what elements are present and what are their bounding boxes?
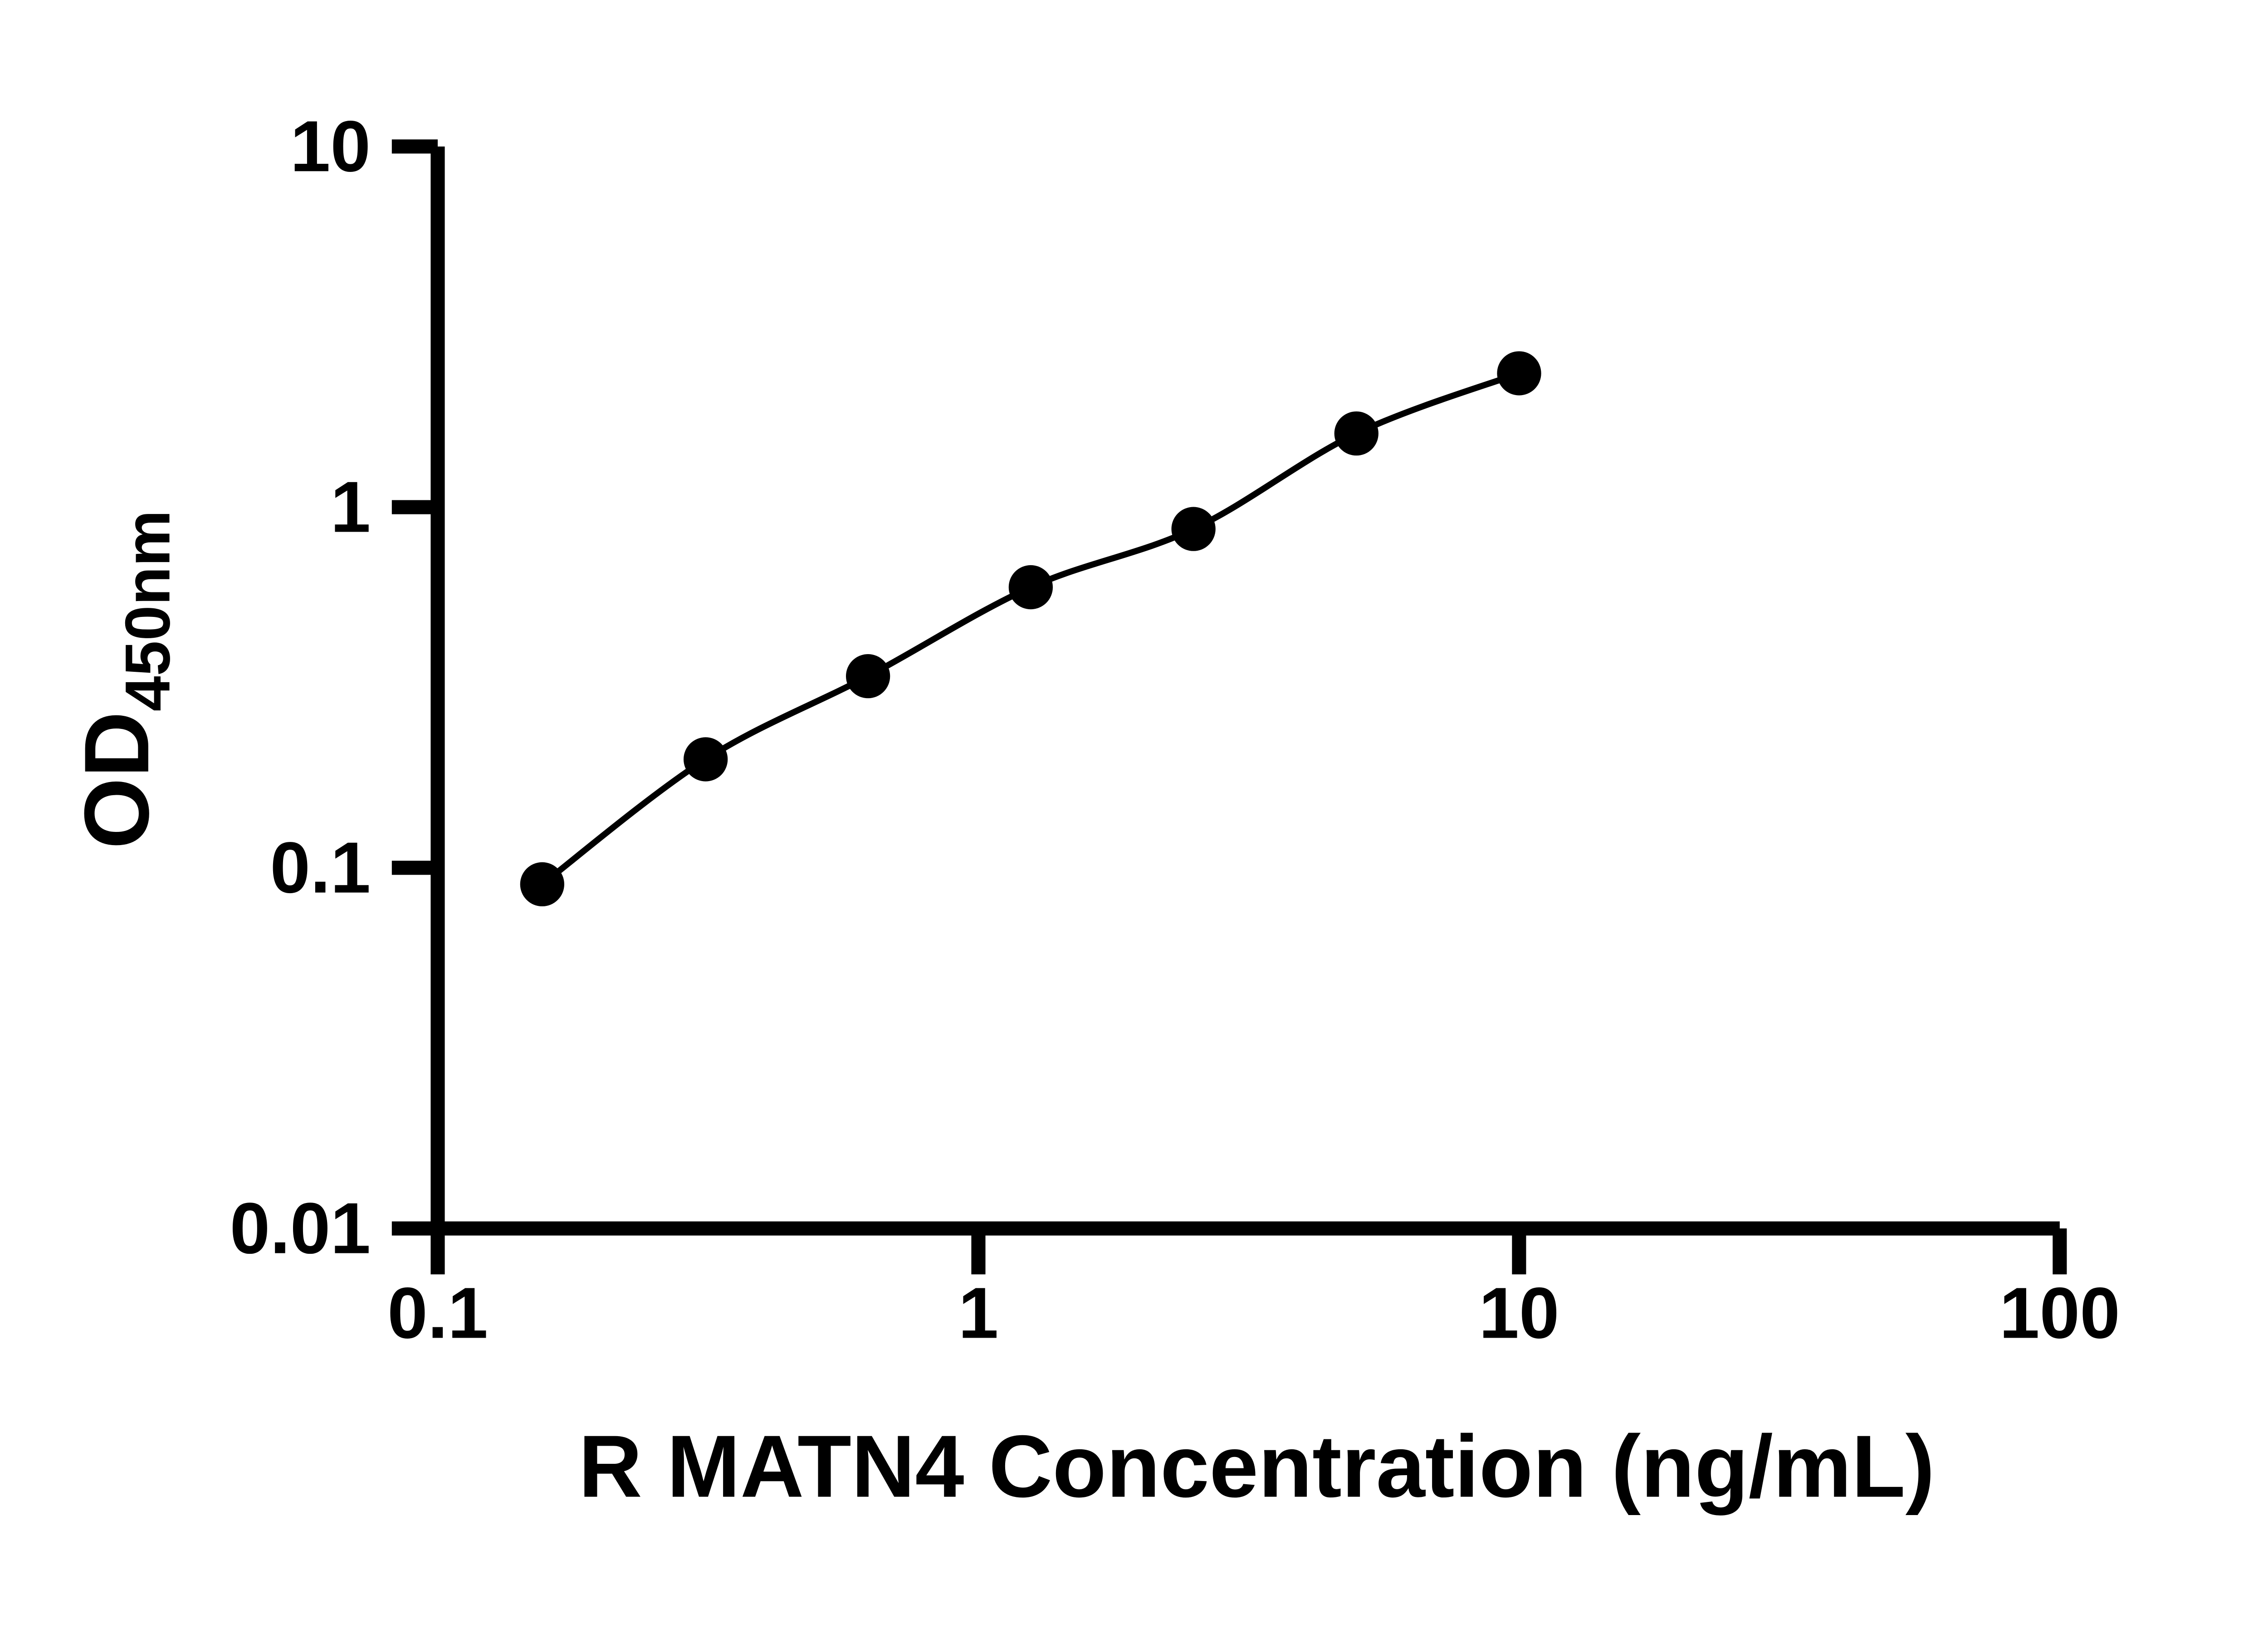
data-point bbox=[1171, 507, 1216, 551]
data-points-layer bbox=[520, 351, 1541, 907]
fit-curve bbox=[540, 370, 1520, 887]
y-tick-label: 0.1 bbox=[270, 827, 371, 908]
x-tick-label: 1 bbox=[958, 1272, 999, 1353]
y-axis-title-subscript: 450nm bbox=[112, 510, 183, 711]
data-point bbox=[520, 862, 564, 907]
data-point bbox=[846, 654, 890, 699]
fit-curve-layer bbox=[540, 370, 1520, 887]
axes-layer bbox=[430, 146, 2060, 1236]
data-point bbox=[684, 737, 728, 782]
data-point bbox=[1334, 411, 1378, 456]
x-tick-label: 10 bbox=[1479, 1272, 1559, 1353]
y-axis-title-main: OD bbox=[65, 711, 168, 849]
x-tick-label: 0.1 bbox=[387, 1272, 488, 1353]
axis-spines bbox=[430, 146, 2060, 1236]
data-point bbox=[1008, 565, 1053, 610]
y-tick-label: 10 bbox=[290, 106, 371, 186]
elisa-standard-curve-figure: 0.1 1 10 100 0.01 0.1 1 10 R MATN4 Concentratio… bbox=[65, 106, 2120, 1516]
y-axis-title: OD450nm bbox=[65, 510, 183, 849]
y-tick-label: 1 bbox=[330, 467, 371, 548]
data-point bbox=[1497, 351, 1541, 396]
x-axis-title: R MATN4 Concentration (ng/mL) bbox=[578, 1418, 1935, 1516]
x-tick-label: 100 bbox=[1999, 1272, 2120, 1353]
ticks-layer bbox=[391, 139, 2067, 1275]
y-tick-label: 0.01 bbox=[230, 1188, 371, 1269]
